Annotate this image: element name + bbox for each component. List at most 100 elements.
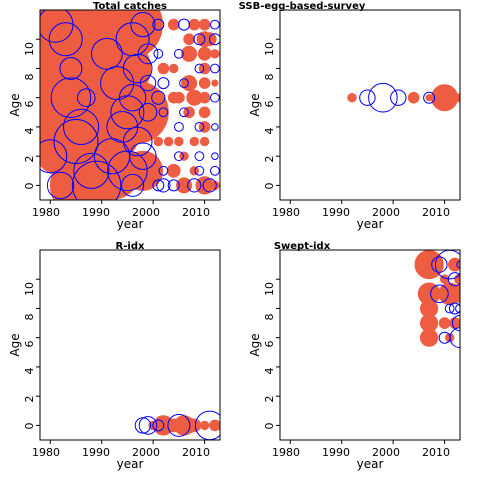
negative-residual-bubble: [46, 171, 75, 200]
positive-residual-bubble: [176, 177, 193, 194]
negative-residual-bubble: [151, 90, 166, 105]
y-axis-label: Age: [8, 93, 22, 116]
panel-r-idx: R-idx year Age 1980 1990 2000 2010 0 2 4…: [8, 241, 210, 471]
y-axis-label: Age: [248, 93, 262, 116]
x-tick-label: 2010: [182, 206, 210, 219]
plot-frame: [39, 249, 221, 441]
negative-residual-bubble: [110, 95, 145, 130]
panel-ssb-egg-based-survey: SSB-egg-based-survey year Age 1980 1990 …: [239, 1, 450, 231]
negative-residual-bubble: [208, 33, 220, 46]
y-tick-label: 2: [23, 156, 36, 163]
negative-residual-bubble: [210, 19, 220, 30]
y-axis-label: Age: [8, 333, 22, 356]
negative-residual-bubble: [71, 160, 122, 200]
positive-residual-bubble: [347, 92, 357, 103]
y-tick-label: 8: [263, 74, 276, 81]
plot-frame: [39, 9, 221, 201]
negative-residual-bubble: [210, 92, 220, 103]
positive-residual-bubble: [455, 93, 460, 103]
tick-labels: 1980 1990 2000 2010 0 2 4 6 8 10: [263, 42, 450, 219]
x-tick-label: 2000: [372, 206, 400, 219]
positive-residual-bubble: [420, 328, 439, 347]
negative-residual-bubble: [448, 302, 460, 315]
negative-residual-bubble: [359, 89, 376, 106]
negative-residual-bubble: [456, 260, 460, 269]
negative-residual-bubble: [153, 48, 164, 59]
negative-residual-bubble: [158, 165, 169, 176]
y-tick-label: 0: [263, 183, 276, 190]
negative-residual-bubble: [40, 139, 68, 174]
panel-title: Total catches: [93, 1, 167, 12]
negative-residual-bubble: [167, 179, 180, 192]
negative-residual-bubble: [194, 151, 205, 162]
positive-residual-bubble: [210, 180, 220, 191]
y-tick-label: 0: [23, 423, 36, 430]
plot-frame: [279, 249, 461, 441]
negative-residual-bubble: [444, 303, 455, 314]
y-tick-label: 10: [23, 42, 36, 56]
positive-residual-bubble: [407, 91, 420, 104]
negative-residual-bubble: [194, 122, 205, 132]
x-axis-label: year: [357, 217, 384, 231]
y-tick-label: 10: [263, 282, 276, 296]
y-tick-label: 8: [23, 74, 36, 81]
y-tick-label: 0: [23, 183, 36, 190]
negative-residual-bubble: [139, 74, 157, 92]
positive-residual-bubble: [188, 18, 201, 31]
negative-residual-bubble: [455, 303, 460, 314]
positive-residual-bubble: [198, 121, 211, 133]
x-tick-label: 1980: [32, 446, 60, 459]
y-tick-label: 8: [23, 314, 36, 321]
negative-residual-bubble: [152, 18, 165, 31]
negative-residual-bubble: [194, 63, 205, 74]
positive-residual-bubble: [183, 33, 195, 46]
negative-residual-bubble: [130, 12, 156, 38]
panel-swept-idx: Swept-idx year Age 1980 1990 2000 2010 0…: [248, 241, 450, 471]
negative-residual-bubble: [157, 77, 170, 90]
positive-residual-bubble: [181, 75, 198, 92]
negative-residual-bubble: [91, 37, 123, 70]
y-tick-label: 6: [263, 101, 276, 108]
positive-residual-bubble: [189, 136, 200, 147]
negative-residual-bubble: [152, 179, 165, 192]
negative-residual-bubble: [53, 119, 99, 164]
negative-residual-bubble: [449, 327, 460, 349]
x-axis-label: year: [117, 457, 144, 471]
y-tick-label: 6: [263, 341, 276, 348]
negative-residual-bubble: [115, 22, 150, 57]
panel-title: SSB-egg-based-survey: [239, 1, 366, 12]
positive-residual-bubble: [450, 284, 460, 303]
positive-residual-bubble: [198, 106, 211, 119]
x-axis-label: year: [117, 217, 144, 231]
x-tick-label: 2000: [372, 446, 400, 459]
y-tick-label: 0: [263, 423, 276, 430]
negative-residual-bubble: [138, 416, 158, 435]
negative-residual-bubble: [137, 43, 159, 65]
positive-residual-bubble: [431, 84, 459, 112]
bubble-layer: [134, 410, 220, 440]
negative-residual-bubble: [194, 165, 205, 176]
negative-residual-bubble: [187, 178, 202, 193]
negative-residual-bubble: [174, 48, 184, 59]
negative-residual-bubble: [211, 123, 219, 131]
negative-residual-bubble: [50, 77, 92, 118]
x-tick-label: 2000: [132, 206, 160, 219]
negative-residual-bubble: [138, 103, 158, 122]
y-tick-label: 2: [263, 156, 276, 163]
x-tick-label: 1980: [32, 206, 60, 219]
negative-residual-bubble: [178, 18, 190, 31]
negative-residual-bubble: [430, 284, 449, 304]
positive-residual-bubble: [454, 273, 460, 285]
x-tick-label: 1990: [322, 206, 350, 219]
negative-residual-bubble: [129, 142, 157, 170]
x-tick-label: 2000: [132, 446, 160, 459]
positive-residual-bubble: [198, 77, 211, 89]
positive-residual-bubble: [40, 22, 82, 85]
positive-residual-bubble: [449, 317, 460, 329]
positive-residual-bubble: [199, 136, 210, 147]
y-tick-label: 2: [23, 396, 36, 403]
panel-title: R-idx: [116, 241, 145, 252]
negative-residual-bubble: [59, 57, 83, 80]
negative-residual-bubble: [174, 122, 184, 132]
